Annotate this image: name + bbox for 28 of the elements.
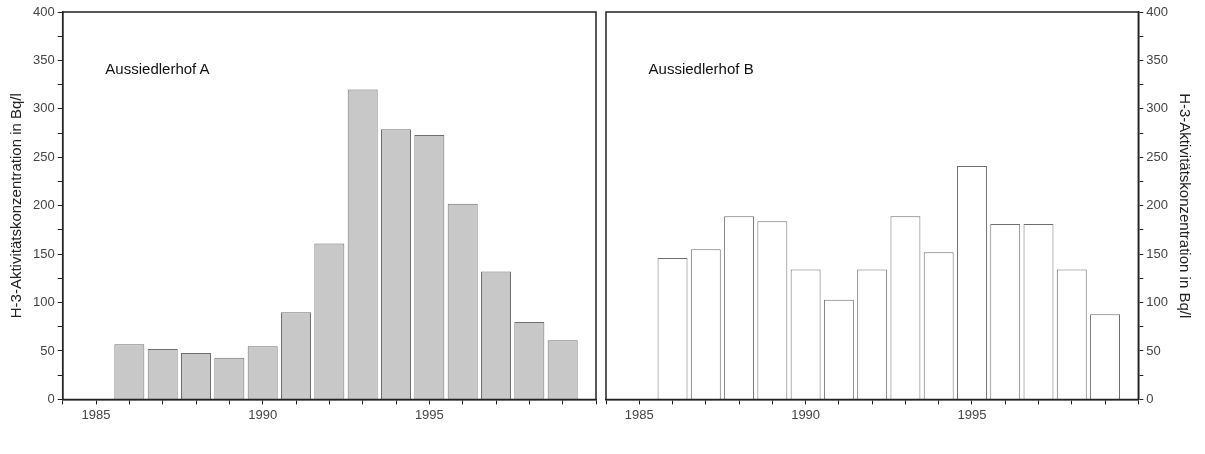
x-tick-label: 1995 [957,406,987,422]
y-tick-label: 400 [32,3,55,19]
y-tick-label: 300 [32,100,55,116]
x-tick-label: 1990 [791,406,821,422]
x-tick-label: 1995 [414,406,444,422]
annotation: Aussiedlerhof B [648,60,754,78]
y-axis-title: H-3-Aktivitätskonzentration in Bq/l [7,93,25,319]
y2-tick-label: 300 [1146,100,1169,116]
y-tick-label: 200 [32,197,55,213]
y2-tick-label: 200 [1146,197,1169,213]
y2-tick-label: 400 [1146,3,1169,19]
x-tick-label: 1985 [624,406,654,422]
x-tick-label: 1990 [248,406,278,422]
y-tick-label: 50 [40,342,55,358]
y-tick-label: 350 [32,52,55,67]
y2-tick-label: 50 [1146,342,1161,358]
y2-tick-label: 350 [1146,52,1169,67]
y-tick-label: 150 [32,245,55,261]
y-tick-label: 100 [32,294,55,310]
y-tick-label: 250 [32,148,55,164]
y2-tick-label: 150 [1146,245,1169,261]
y2-tick-label: 100 [1146,294,1169,310]
y2-tick-label: 0 [1146,390,1154,406]
y2-axis-title: H-3-Aktivitätskonzentration in Bq/l [1176,93,1194,319]
y-tick-label: 0 [47,390,55,406]
x-tick-label: 1985 [81,406,111,422]
annotation: Aussiedlerhof A [105,60,210,78]
y2-tick-label: 250 [1146,148,1169,164]
